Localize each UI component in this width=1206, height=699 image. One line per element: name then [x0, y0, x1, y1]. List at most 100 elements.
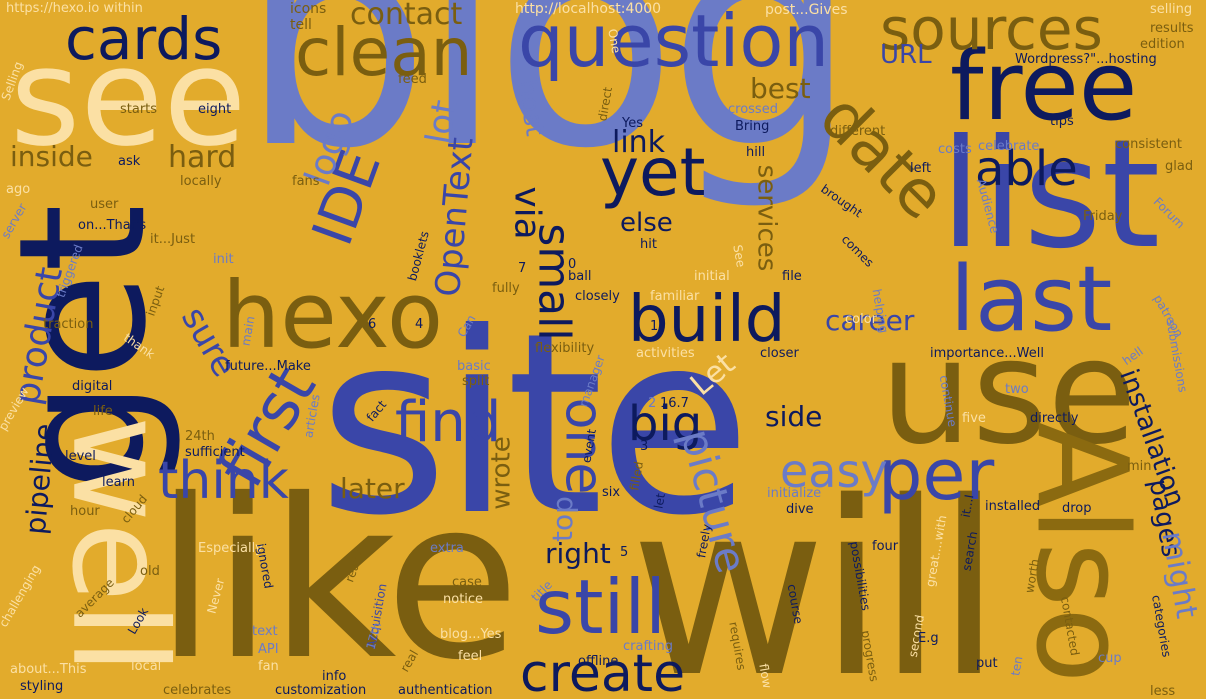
word-file: file: [782, 269, 802, 284]
word-glad: glad: [1165, 159, 1194, 174]
word-color: color: [845, 312, 878, 327]
word-ten: ten: [1008, 655, 1026, 677]
word-tips: tips: [1050, 114, 1074, 129]
word-fully: fully: [492, 281, 520, 296]
word-site: site: [318, 279, 752, 570]
word-also: Also: [1008, 421, 1154, 684]
word-num-1: 1: [650, 319, 659, 334]
word-future-make: future...Make: [225, 359, 311, 374]
word-able: able: [975, 141, 1078, 197]
word-familiar: familiar: [650, 289, 700, 304]
word-later: later: [340, 472, 405, 505]
word-especially: Especially: [198, 541, 263, 556]
word-hexo-url: https://hexo.io within: [6, 1, 143, 16]
word-yet: yet: [600, 134, 706, 211]
word-bring: Bring: [735, 119, 770, 134]
word-hard: hard: [168, 140, 237, 175]
word-on-thats: on...That's: [78, 218, 147, 233]
word-one-small: One: [605, 27, 624, 55]
word-closer: closer: [760, 346, 799, 361]
word-crossed: crossed: [728, 102, 778, 117]
word-list: list: [940, 108, 1161, 282]
word-sufficient: sufficient: [185, 445, 245, 460]
word-feel: feel: [458, 649, 483, 664]
word-five: five: [962, 411, 986, 426]
word-two: two: [1005, 382, 1029, 397]
word-min: min: [1127, 459, 1152, 474]
word-installed: installed: [985, 499, 1041, 514]
word-case: case: [452, 575, 482, 590]
word-num-16-7: 16.7: [660, 396, 689, 411]
word-like: like: [155, 452, 520, 699]
word-user: user: [90, 197, 119, 212]
word-importance-well: importance...Well: [930, 346, 1044, 361]
word-num-7: 7: [518, 261, 527, 276]
word-side: side: [765, 400, 823, 433]
word-think: think: [158, 451, 289, 511]
word-blog-yes: blog...Yes: [440, 627, 502, 642]
word-localhost: http://localhost:4000: [515, 1, 662, 17]
word-per: per: [878, 434, 995, 516]
word-hour: hour: [70, 504, 100, 519]
word-activities: activities: [636, 346, 695, 361]
word-dive: dive: [786, 502, 814, 517]
word-notice: notice: [443, 592, 484, 607]
word-friday: Friday: [1083, 209, 1123, 224]
word-old: old: [140, 564, 160, 579]
word-question: question: [518, 0, 830, 83]
word-fan: fan: [258, 659, 279, 674]
word-selling-lower: selling: [1150, 2, 1193, 17]
word-different: different: [830, 124, 886, 139]
word-drop: drop: [1062, 501, 1092, 516]
word-free: free: [950, 32, 1138, 142]
word-hexo: hexo: [222, 262, 444, 369]
word-left: left: [910, 161, 932, 176]
word-directly: directly: [1030, 411, 1079, 426]
word-submissions: submissions: [1163, 318, 1191, 394]
word-inside: inside: [10, 140, 93, 173]
word-wordpress-hosting: Wordpress?"...hosting: [1015, 52, 1157, 67]
word-about-this: about...This: [10, 662, 87, 677]
word-api: API: [258, 642, 279, 657]
word-easy: easy: [780, 444, 888, 498]
word-put: put: [976, 656, 998, 671]
word-let-small: let: [651, 492, 668, 510]
word-feed: feed: [398, 72, 427, 87]
word-services: services: [751, 164, 782, 272]
word-text: text: [252, 624, 278, 639]
word-wrote: wrote: [486, 436, 517, 510]
word-less: less: [1150, 684, 1176, 699]
word-initialize: initialize: [767, 486, 822, 501]
word-closely: closely: [575, 289, 620, 304]
word-cup: cup: [1098, 651, 1122, 666]
word-big: big: [628, 396, 703, 452]
word-num-3: 3: [640, 439, 649, 454]
word-last: last: [950, 247, 1113, 352]
word-ago: ago: [6, 182, 31, 197]
word-traction: traction: [43, 317, 94, 332]
word-authentication: authentication: [398, 683, 493, 698]
word-see-small: See: [730, 243, 749, 269]
word-create: create: [520, 644, 686, 699]
word-eg: E.g: [918, 631, 939, 646]
word-num-0: 0: [568, 257, 577, 272]
word-init: init: [213, 252, 234, 267]
word-challenging: challenging: [0, 562, 44, 630]
word-post-gives: post...Gives: [765, 2, 848, 18]
word-crafting: crafting: [623, 639, 674, 654]
word-celebrates: celebrates: [163, 683, 232, 698]
word-six: six: [602, 485, 621, 500]
word-hit: hit: [640, 237, 657, 252]
word-yes: Yes: [622, 116, 643, 131]
word-customization: customization: [275, 683, 367, 698]
word-url: URL: [880, 40, 932, 70]
word-learn: learn: [102, 475, 135, 490]
word-best: best: [750, 72, 811, 105]
word-split: split: [462, 374, 490, 389]
word-flow: flow: [756, 662, 775, 690]
word-use: use: [880, 308, 1137, 477]
word-eight: eight: [198, 102, 232, 117]
word-will: will: [630, 450, 1002, 699]
word-right: right: [545, 537, 611, 570]
word-clean: clean: [295, 14, 473, 91]
